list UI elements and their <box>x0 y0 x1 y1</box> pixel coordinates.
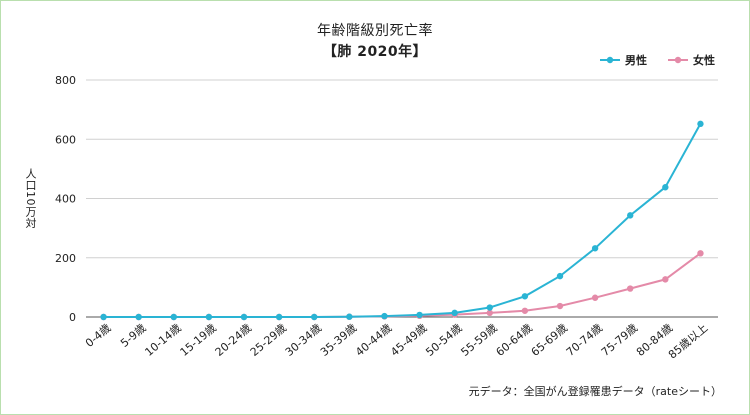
x-tick-label: 75-79歳 <box>599 321 640 359</box>
y-tick-label: 0 <box>69 311 76 324</box>
data-point <box>591 245 599 252</box>
x-tick-label: 70-74歳 <box>564 321 605 359</box>
x-tick-label: 40-44歳 <box>353 321 394 359</box>
x-tick-label: 35-39歳 <box>318 321 359 359</box>
data-point <box>451 309 458 317</box>
source-note: 元データ：全国がん登録罹患データ（rateシート） <box>468 385 722 398</box>
x-tick-label: 10-14歳 <box>142 321 183 359</box>
data-point <box>205 313 213 321</box>
data-point <box>697 120 704 128</box>
data-point <box>662 184 669 191</box>
series-line <box>103 252 701 318</box>
y-axis-label: 人口10万対 <box>24 168 37 229</box>
data-point <box>591 294 599 301</box>
data-point <box>521 293 529 300</box>
data-point <box>311 313 318 321</box>
legend-label: 男性 <box>625 53 647 67</box>
data-point <box>240 313 248 321</box>
x-tick-label: 5-9歳 <box>118 321 149 350</box>
data-point <box>697 250 704 257</box>
data-point <box>627 212 634 219</box>
x-tick-label: 50-54歳 <box>423 321 464 359</box>
series-line <box>103 123 702 318</box>
data-point <box>521 307 529 314</box>
data-point <box>100 313 107 321</box>
legend-label: 女性 <box>693 53 715 67</box>
data-point <box>486 309 493 317</box>
y-tick-label: 600 <box>55 133 76 146</box>
data-point <box>486 304 493 311</box>
y-tick-label: 800 <box>55 74 76 87</box>
y-tick-label: 400 <box>55 193 76 206</box>
data-point <box>275 313 283 321</box>
x-tick-label: 60-64歳 <box>494 321 535 359</box>
data-point <box>346 313 353 320</box>
data-point <box>170 313 177 321</box>
x-tick-label: 45-49歳 <box>388 321 429 359</box>
data-point <box>135 313 142 321</box>
y-tick-label: 200 <box>55 252 76 265</box>
legend-marker <box>674 56 682 64</box>
chart-title: 年齢階級別死亡率 <box>317 23 433 39</box>
x-tick-label: 30-34歳 <box>283 321 324 359</box>
data-point <box>556 302 564 310</box>
chart-subtitle: 【肺 2020年】 <box>322 44 428 60</box>
x-tick-label: 15-19歳 <box>178 321 219 359</box>
data-point <box>662 276 669 283</box>
x-tick-label: 55-59歳 <box>458 321 499 359</box>
data-point <box>627 285 634 292</box>
x-tick-label: 85歳以上 <box>666 321 710 361</box>
x-tick-label: 25-29歳 <box>248 321 289 359</box>
x-tick-label: 65-69歳 <box>529 321 570 359</box>
data-point <box>416 311 423 319</box>
legend-marker <box>606 56 614 64</box>
data-point <box>556 272 564 280</box>
x-tick-label: 20-24歳 <box>213 321 254 359</box>
data-point <box>381 312 388 320</box>
x-tick-label: 0-4歳 <box>83 321 114 350</box>
